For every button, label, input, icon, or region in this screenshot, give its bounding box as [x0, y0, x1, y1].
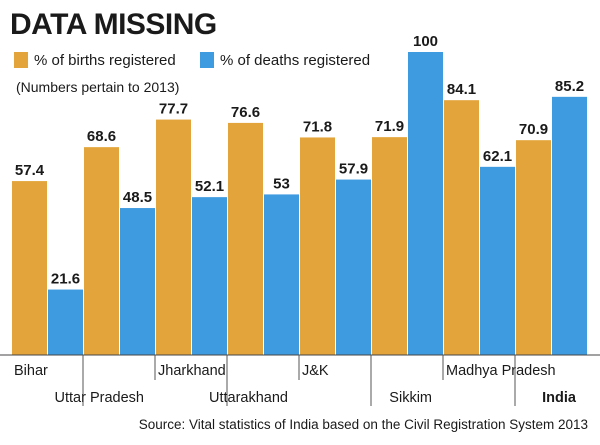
bar-births-sikkim [372, 137, 407, 355]
category-label-bihar: Bihar [14, 363, 48, 379]
category-label-india: India [542, 390, 577, 406]
value-label-deaths-uttarakhand: 53 [273, 175, 290, 192]
legend-label-deaths: % of deaths registered [220, 52, 370, 69]
bar-deaths-sikkim [408, 52, 443, 355]
value-label-deaths-bihar: 21.6 [51, 271, 80, 288]
value-label-births-uttar-pradesh: 68.6 [87, 128, 116, 145]
value-label-births-bihar: 57.4 [15, 162, 45, 179]
bar-births-madhya-pradesh [444, 100, 479, 355]
bar-births-jandk [300, 137, 335, 355]
chart-title: DATA MISSING [10, 8, 217, 41]
bar-births-jharkhand [156, 119, 191, 355]
bar-deaths-jandk [336, 179, 371, 355]
bar-deaths-madhya-pradesh [480, 166, 515, 355]
category-label-sikkim: Sikkim [389, 390, 432, 406]
value-label-births-uttarakhand: 76.6 [231, 104, 260, 121]
category-label-uttar-pradesh: Uttar Pradesh [55, 390, 144, 406]
value-label-deaths-uttar-pradesh: 48.5 [123, 189, 152, 206]
value-label-births-madhya-pradesh: 84.1 [447, 81, 476, 98]
value-label-deaths-jharkhand: 52.1 [195, 178, 224, 195]
value-label-births-sikkim: 71.9 [375, 118, 404, 135]
bar-births-uttarakhand [228, 122, 263, 355]
value-label-births-jandk: 71.8 [303, 118, 332, 135]
value-label-deaths-madhya-pradesh: 62.1 [483, 148, 512, 165]
value-label-births-india: 70.9 [519, 121, 548, 138]
category-label-madhya-pradesh: Madhya Pradesh [446, 363, 556, 379]
chart-note: (Numbers pertain to 2013) [16, 79, 179, 95]
value-label-deaths-india: 85.2 [555, 78, 584, 95]
category-labels: Bihar Uttar Pradesh Jharkhand Uttarakhand J&… [14, 355, 577, 406]
value-label-births-jharkhand: 77.7 [159, 101, 188, 118]
bar-deaths-uttarakhand [264, 194, 299, 355]
bar-deaths-bihar [48, 289, 83, 355]
bar-births-bihar [12, 181, 47, 355]
legend-swatch-deaths [200, 52, 214, 68]
value-label-deaths-sikkim: 100 [413, 33, 438, 50]
category-label-jandk: J&K [302, 363, 329, 379]
bar-deaths-india [552, 96, 587, 356]
legend-label-births: % of births registered [34, 52, 176, 69]
bar-deaths-uttar-pradesh [120, 208, 155, 355]
plot-area: 57.4 21.6 68.6 48.5 77.7 52.1 76.6 53 71.8 57.9 71… [12, 33, 587, 356]
legend: % of births registered % of deaths regis… [14, 52, 370, 69]
legend-swatch-births [14, 52, 28, 68]
bar-deaths-jharkhand [192, 197, 227, 355]
value-label-deaths-jandk: 57.9 [339, 161, 368, 178]
bar-births-india [516, 140, 551, 355]
source-note: Source: Vital statistics of India based … [139, 417, 588, 432]
bar-births-uttar-pradesh [84, 147, 119, 355]
category-label-uttarakhand: Uttarakhand [209, 390, 288, 406]
category-label-jharkhand: Jharkhand [158, 363, 226, 379]
